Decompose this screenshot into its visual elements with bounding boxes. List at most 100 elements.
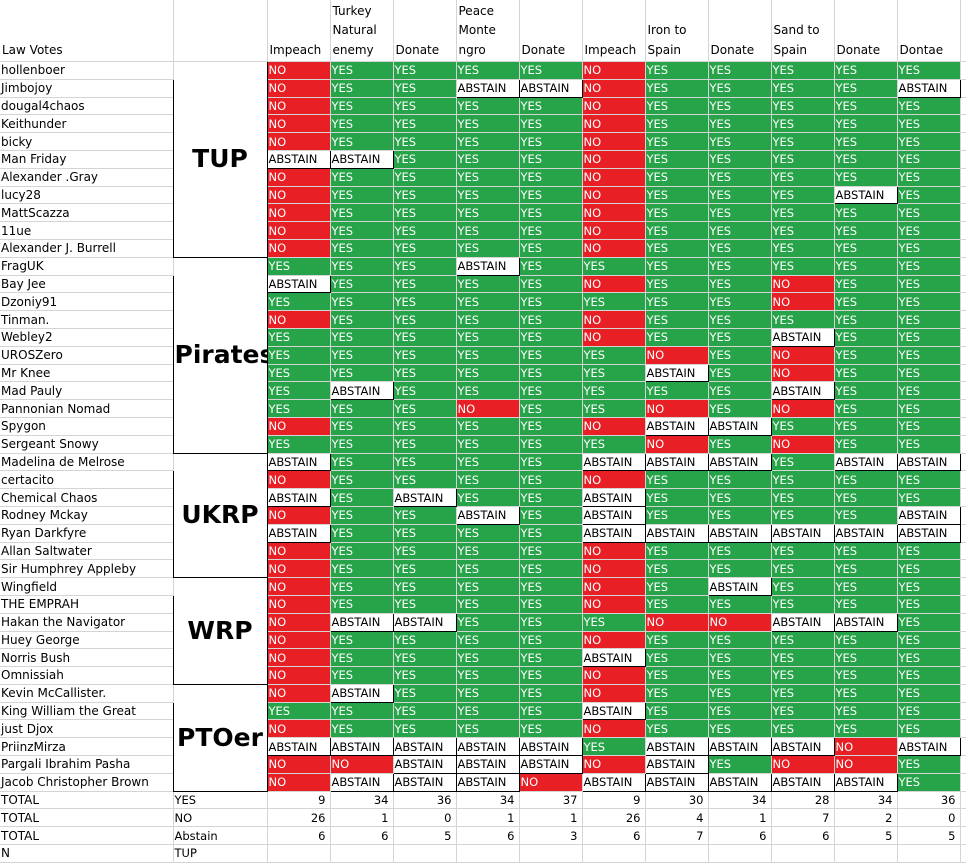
voter-name-cell[interactable]: Pargali Ibrahim Pasha — [0, 755, 174, 774]
vote-cell[interactable]: YES — [456, 631, 520, 650]
overflow-cell[interactable] — [960, 719, 966, 739]
vote-cell[interactable]: YES — [771, 203, 835, 223]
header-col-5[interactable]: Donate — [519, 0, 583, 62]
vote-cell[interactable]: YES — [834, 257, 898, 276]
vote-cell[interactable]: YES — [330, 435, 394, 454]
vote-cell[interactable]: YES — [456, 97, 520, 116]
vote-cell[interactable]: YES — [897, 773, 961, 792]
vote-cell[interactable]: YES — [645, 577, 709, 596]
vote-cell[interactable]: YES — [519, 542, 583, 561]
party-label-tup[interactable]: TUP — [172, 61, 268, 258]
vote-cell[interactable]: YES — [834, 542, 898, 561]
vote-cell[interactable]: YES — [519, 399, 583, 418]
vote-cell[interactable]: YES — [330, 292, 394, 312]
header-col-1[interactable]: Impeach — [267, 0, 331, 62]
total-value-cell[interactable]: 26 — [267, 808, 331, 828]
vote-cell[interactable]: YES — [834, 399, 898, 418]
vote-cell[interactable]: YES — [519, 275, 583, 294]
vote-cell[interactable]: NO — [267, 203, 331, 223]
voter-name-cell[interactable]: Jimbojoy — [0, 79, 174, 98]
vote-cell[interactable]: NO — [834, 755, 898, 774]
vote-cell[interactable]: YES — [393, 275, 457, 294]
vote-cell[interactable]: NO — [267, 132, 331, 151]
party-label-pirates[interactable]: Pirates — [172, 256, 268, 454]
totals-label-cell[interactable]: TOTAL — [0, 808, 174, 828]
vote-cell[interactable]: YES — [330, 239, 394, 258]
overflow-cell[interactable] — [960, 257, 966, 276]
header-party[interactable] — [173, 0, 268, 62]
overflow-cell[interactable] — [960, 755, 966, 774]
vote-cell[interactable]: YES — [645, 221, 709, 240]
vote-cell[interactable]: NO — [267, 186, 331, 205]
vote-cell[interactable]: YES — [708, 61, 772, 80]
vote-cell[interactable]: YES — [834, 684, 898, 703]
overflow-cell[interactable] — [960, 381, 966, 401]
vote-cell[interactable]: YES — [393, 132, 457, 151]
vote-cell[interactable]: ABSTAIN — [266, 452, 331, 472]
overflow-cell[interactable] — [960, 737, 966, 757]
overflow-cell[interactable] — [960, 631, 966, 650]
vote-cell[interactable]: YES — [897, 132, 961, 151]
vote-cell[interactable]: ABSTAIN — [644, 737, 709, 757]
vote-cell[interactable]: YES — [393, 61, 457, 80]
vote-cell[interactable]: YES — [645, 257, 709, 276]
vote-cell[interactable]: YES — [834, 595, 898, 614]
vote-cell[interactable]: YES — [330, 168, 394, 187]
vote-cell[interactable]: NO — [708, 613, 772, 632]
vote-cell[interactable]: YES — [897, 257, 961, 276]
vote-cell[interactable]: YES — [330, 524, 394, 543]
vote-cell[interactable]: ABSTAIN — [455, 78, 520, 98]
voter-name-cell[interactable]: Ryan Darkfyre — [0, 524, 174, 543]
vote-cell[interactable]: YES — [393, 577, 457, 596]
total-value-cell[interactable]: 34 — [708, 791, 772, 810]
vote-cell[interactable]: YES — [330, 346, 394, 365]
vote-cell[interactable]: ABSTAIN — [644, 363, 709, 383]
vote-cell[interactable]: YES — [393, 79, 457, 98]
vote-cell[interactable]: YES — [645, 328, 709, 347]
overflow-cell[interactable] — [960, 595, 966, 614]
vote-cell[interactable]: ABSTAIN — [644, 523, 709, 543]
totals-kind-cell[interactable]: Abstain — [173, 826, 268, 846]
vote-cell[interactable]: YES — [330, 542, 394, 561]
vote-cell[interactable]: YES — [456, 488, 520, 507]
vote-cell[interactable]: YES — [834, 203, 898, 223]
vote-cell[interactable]: YES — [393, 719, 457, 739]
vote-cell[interactable]: YES — [708, 275, 772, 294]
overflow-cell[interactable] — [960, 275, 966, 294]
vote-cell[interactable]: ABSTAIN — [329, 737, 394, 757]
vote-cell[interactable]: YES — [708, 114, 772, 134]
vote-cell[interactable]: YES — [897, 346, 961, 365]
vote-cell[interactable]: YES — [771, 61, 835, 80]
vote-cell[interactable]: ABSTAIN — [896, 737, 961, 757]
overflow-cell[interactable] — [960, 702, 966, 721]
vote-cell[interactable]: YES — [708, 186, 772, 205]
vote-cell[interactable]: ABSTAIN — [392, 612, 457, 632]
vote-cell[interactable]: YES — [393, 631, 457, 650]
voter-name-cell[interactable]: MattScazza — [0, 203, 174, 223]
header-col-11[interactable]: Dontae — [897, 0, 961, 62]
vote-cell[interactable]: YES — [708, 435, 772, 454]
vote-cell[interactable]: YES — [708, 755, 772, 774]
vote-cell[interactable]: ABSTAIN — [266, 149, 331, 169]
vote-cell[interactable]: YES — [519, 239, 583, 258]
vote-cell[interactable]: ABSTAIN — [329, 149, 394, 169]
vote-cell[interactable]: NO — [267, 114, 331, 134]
vote-cell[interactable]: YES — [771, 97, 835, 116]
vote-cell[interactable]: YES — [330, 631, 394, 650]
vote-cell[interactable]: YES — [393, 257, 457, 276]
vote-cell[interactable]: YES — [771, 168, 835, 187]
vote-cell[interactable]: YES — [897, 310, 961, 329]
vote-cell[interactable]: YES — [330, 61, 394, 80]
vote-cell[interactable]: YES — [456, 346, 520, 365]
overflow-cell[interactable] — [960, 470, 966, 490]
header-col-4[interactable]: Peace Monte ngro — [456, 0, 520, 62]
voter-name-cell[interactable]: lucy28 — [0, 186, 174, 205]
vote-cell[interactable]: YES — [519, 524, 583, 543]
vote-cell[interactable]: YES — [393, 346, 457, 365]
vote-cell[interactable]: ABSTAIN — [644, 755, 709, 774]
vote-cell[interactable]: YES — [771, 595, 835, 614]
voter-name-cell[interactable]: Dzoniy91 — [0, 292, 174, 312]
vote-cell[interactable]: YES — [708, 221, 772, 240]
vote-cell[interactable]: YES — [456, 719, 520, 739]
totals-label-cell[interactable]: TOTAL — [0, 791, 174, 810]
